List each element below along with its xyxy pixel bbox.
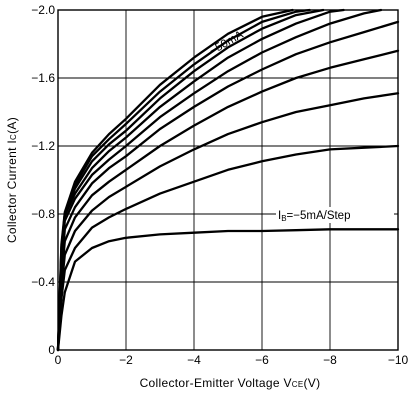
x-tick-label: −2 bbox=[119, 353, 133, 367]
y-tick-label: −0.8 bbox=[31, 207, 55, 221]
ic-curve bbox=[56, 92, 400, 352]
y-axis-label-subscript: C bbox=[9, 134, 18, 140]
x-axis-label-subscript: CE bbox=[292, 380, 304, 389]
step-label: IB=−5mA/Step bbox=[278, 210, 350, 223]
y-axis-label-main: Collector Current I bbox=[5, 140, 19, 243]
top-curve-label: −50mA bbox=[208, 29, 246, 58]
x-tick-label: −6 bbox=[255, 353, 269, 367]
plot-frame bbox=[57, 9, 399, 351]
step-label-subscript: B bbox=[281, 214, 286, 223]
x-tick-label: −10 bbox=[388, 353, 408, 367]
y-axis-label: Collector Current IC(A) bbox=[5, 117, 19, 243]
grid-lines bbox=[58, 10, 398, 350]
step-label-rest: =−5mA/Step bbox=[287, 210, 351, 222]
y-tick-label: −1.2 bbox=[31, 139, 55, 153]
y-axis-label-unit: (A) bbox=[5, 117, 19, 134]
y-tick-label: −1.6 bbox=[31, 71, 55, 85]
step-label-background bbox=[276, 207, 394, 223]
x-tick-label: 0 bbox=[55, 353, 62, 367]
y-tick-label: −0.4 bbox=[31, 275, 55, 289]
ic-curve bbox=[56, 8, 294, 352]
y-tick-label: −2.0 bbox=[31, 3, 55, 17]
ic-curve bbox=[56, 144, 400, 352]
ic-curve bbox=[56, 20, 400, 352]
ic-curve bbox=[56, 49, 400, 352]
x-axis-label: Collector-Emitter Voltage VCE(V) bbox=[140, 376, 321, 390]
ic-curve bbox=[56, 228, 400, 352]
x-axis-label-main: Collector-Emitter Voltage V bbox=[140, 376, 292, 390]
tick-labels: 0 −2 −4 −6 −8 −10 0 −0.4 −0.8 −1.2 −1.6 −2.0 bbox=[31, 3, 408, 367]
x-tick-label: −8 bbox=[323, 353, 337, 367]
ic-curve bbox=[56, 8, 383, 352]
x-axis-label-unit: (V) bbox=[303, 376, 320, 390]
curve-group bbox=[56, 8, 400, 352]
x-tick-label: −4 bbox=[187, 353, 201, 367]
y-tick-label: 0 bbox=[48, 343, 55, 357]
step-label-prefix: I bbox=[278, 210, 281, 222]
